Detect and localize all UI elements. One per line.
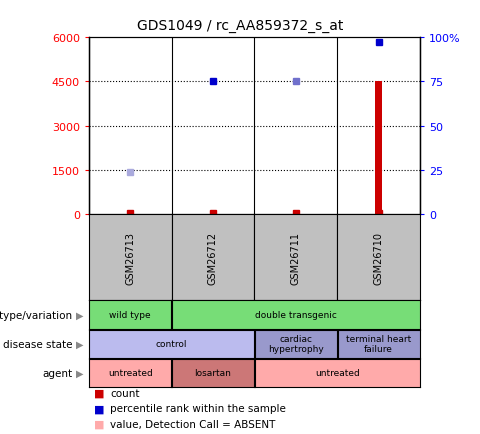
Text: ■: ■ bbox=[94, 404, 104, 413]
Text: percentile rank within the sample: percentile rank within the sample bbox=[110, 404, 286, 413]
Text: agent: agent bbox=[43, 368, 73, 378]
Text: value, Detection Call = ABSENT: value, Detection Call = ABSENT bbox=[110, 419, 276, 429]
Text: terminal heart
failure: terminal heart failure bbox=[346, 334, 411, 354]
Text: losartan: losartan bbox=[194, 368, 231, 378]
Text: GSM26711: GSM26711 bbox=[291, 231, 301, 284]
Text: cardiac
hypertrophy: cardiac hypertrophy bbox=[268, 334, 324, 354]
Text: GDS1049 / rc_AA859372_s_at: GDS1049 / rc_AA859372_s_at bbox=[137, 19, 343, 33]
Text: double transgenic: double transgenic bbox=[255, 310, 337, 319]
Bar bbox=[375, 82, 382, 215]
Text: disease state: disease state bbox=[3, 339, 73, 349]
Text: GSM26710: GSM26710 bbox=[373, 231, 384, 284]
Text: untreated: untreated bbox=[108, 368, 153, 378]
Text: wild type: wild type bbox=[109, 310, 151, 319]
Text: ▶: ▶ bbox=[76, 310, 84, 320]
Text: GSM26712: GSM26712 bbox=[208, 231, 218, 284]
Text: genotype/variation: genotype/variation bbox=[0, 310, 73, 320]
Text: untreated: untreated bbox=[315, 368, 360, 378]
Text: GSM26713: GSM26713 bbox=[125, 231, 135, 284]
Text: ■: ■ bbox=[94, 388, 104, 398]
Text: ▶: ▶ bbox=[76, 368, 84, 378]
Text: ■: ■ bbox=[94, 419, 104, 429]
Text: ▶: ▶ bbox=[76, 339, 84, 349]
Text: count: count bbox=[110, 388, 140, 398]
Text: control: control bbox=[156, 339, 187, 349]
